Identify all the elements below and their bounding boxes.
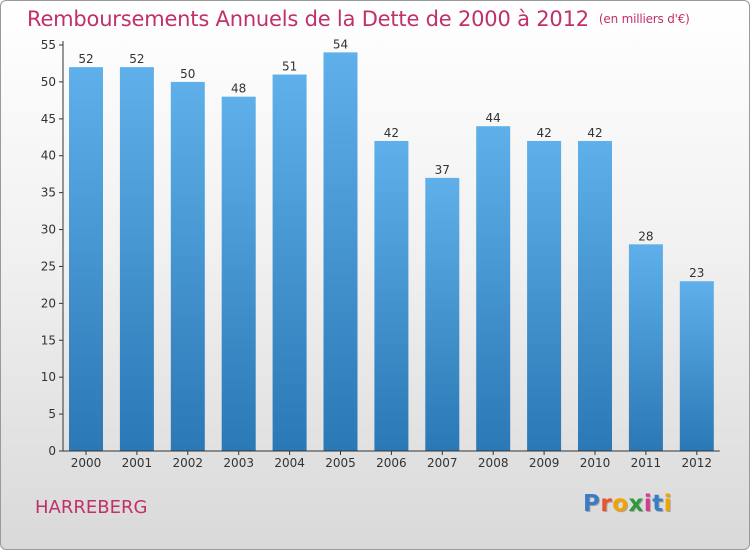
y-tick-label: 30 xyxy=(41,223,56,237)
x-tick-label-2011: 2011 xyxy=(631,456,662,470)
y-tick-label: 45 xyxy=(41,112,56,126)
commune-name: HARREBERG xyxy=(35,497,148,518)
y-tick-label: 20 xyxy=(41,296,56,310)
logo-letter: t xyxy=(652,491,664,517)
bar-2002 xyxy=(170,81,205,451)
x-tick-label-2010: 2010 xyxy=(580,456,611,470)
title-text: Remboursements Annuels de la Dette de 20… xyxy=(27,7,589,31)
y-tick-label: 15 xyxy=(41,333,56,347)
unit-label: (en milliers d'€) xyxy=(598,12,690,26)
y-tick-label: 40 xyxy=(41,149,56,163)
logo-letter: o xyxy=(612,491,629,517)
x-tick-label-2000: 2000 xyxy=(71,456,102,470)
data-label-2010: 42 xyxy=(587,126,602,140)
bar-2004 xyxy=(272,74,307,451)
data-label-2000: 52 xyxy=(78,52,93,66)
x-tick-label-2006: 2006 xyxy=(376,456,407,470)
bars-group: 52 52 50 48 51 54 42 37 44 42 42 28 23 xyxy=(69,37,714,452)
data-label-2007: 37 xyxy=(435,163,450,177)
x-tick-label-2012: 2012 xyxy=(682,456,713,470)
data-label-2011: 28 xyxy=(638,229,653,243)
bar-2011 xyxy=(628,244,663,451)
bar-2003 xyxy=(221,96,256,451)
bar-2000 xyxy=(69,67,103,452)
bar-2012 xyxy=(679,281,714,451)
data-label-2004: 51 xyxy=(282,60,297,74)
logo-letter: x xyxy=(628,491,644,517)
bar-2009 xyxy=(527,140,562,452)
data-label-2009: 42 xyxy=(536,126,551,140)
x-tick-label-2005: 2005 xyxy=(325,456,356,470)
data-label-2001: 52 xyxy=(129,52,144,66)
bar-2005 xyxy=(323,52,358,452)
axes-group: 0 5 10 15 20 25 30 35 40 45 50 55 2000 2001 2002 2003 20… xyxy=(41,38,720,470)
x-tick-label-2002: 2002 xyxy=(173,456,204,470)
data-label-2005: 54 xyxy=(333,37,348,51)
x-tick-label-2009: 2009 xyxy=(529,456,560,470)
x-tick-label-2004: 2004 xyxy=(274,456,305,470)
data-label-2008: 44 xyxy=(486,111,501,125)
bar-2008 xyxy=(476,126,511,451)
x-tick-label-2003: 2003 xyxy=(223,456,254,470)
x-tick-label-2001: 2001 xyxy=(122,456,153,470)
chart-title: Remboursements Annuels de la Dette de 20… xyxy=(27,7,690,31)
bar-2001 xyxy=(119,67,154,452)
bar-2010 xyxy=(578,140,612,452)
logo-letter: r xyxy=(600,491,613,517)
data-label-2012: 23 xyxy=(689,266,704,280)
bar-2006 xyxy=(374,140,409,452)
logo-letter: P xyxy=(583,491,601,517)
data-label-2003: 48 xyxy=(231,82,246,96)
y-tick-label: 25 xyxy=(41,259,56,273)
x-tick-label-2007: 2007 xyxy=(427,456,458,470)
proxiti-logo: Proxiti xyxy=(583,491,672,517)
y-tick-label: 35 xyxy=(41,186,56,200)
y-tick-label: 5 xyxy=(48,407,56,421)
y-tick-label: 55 xyxy=(41,38,56,52)
y-tick-label: 10 xyxy=(41,370,56,384)
x-tick-label-2008: 2008 xyxy=(478,456,509,470)
y-tick-label: 0 xyxy=(48,444,56,458)
data-label-2006: 42 xyxy=(384,126,399,140)
logo-letter: i xyxy=(643,491,653,517)
data-label-2002: 50 xyxy=(180,67,195,81)
bar-2007 xyxy=(425,177,460,451)
logo-letter: i xyxy=(663,491,673,517)
y-tick-label: 50 xyxy=(41,75,56,89)
